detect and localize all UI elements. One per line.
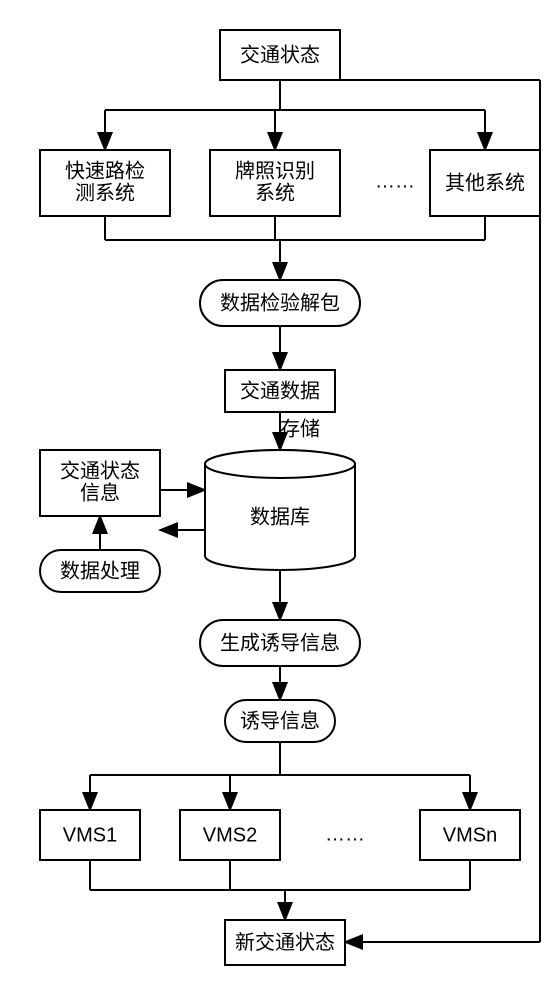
state_info: 交通状态信息: [40, 450, 160, 516]
svg-text:测系统: 测系统: [75, 181, 135, 204]
gen_guidance: 生成诱导信息: [200, 620, 360, 666]
sys_plate: 牌照识别系统: [210, 150, 340, 216]
sys_other: 其他系统: [430, 150, 540, 216]
svg-text:牌照识别: 牌照识别: [235, 159, 315, 182]
svg-text:生成诱导信息: 生成诱导信息: [220, 631, 340, 654]
sys_dots: ……: [375, 170, 415, 192]
flowchart: 交通状态快速路检测系统牌照识别系统……其他系统数据检验解包交通数据存储数据库交通…: [0, 0, 560, 1000]
svg-text:其他系统: 其他系统: [445, 171, 525, 194]
database: 数据库: [205, 450, 355, 570]
svg-text:诱导信息: 诱导信息: [240, 709, 320, 732]
traffic_state: 交通状态: [220, 30, 340, 80]
svg-text:交通数据: 交通数据: [240, 379, 320, 402]
svg-text:交通状态: 交通状态: [60, 459, 140, 482]
svg-text:VMS2: VMS2: [203, 824, 257, 846]
vmsn: VMSn: [420, 810, 520, 860]
vms_dots: ……: [325, 823, 365, 845]
vms2: VMS2: [180, 810, 280, 860]
data_proc: 数据处理: [40, 550, 160, 592]
svg-text:VMSn: VMSn: [443, 824, 497, 846]
svg-text:存储: 存储: [280, 417, 320, 440]
svg-text:新交通状态: 新交通状态: [235, 931, 335, 954]
vms1: VMS1: [40, 810, 140, 860]
svg-text:快速路检: 快速路检: [65, 159, 145, 182]
sys_highway: 快速路检测系统: [40, 150, 170, 216]
svg-text:VMS1: VMS1: [63, 824, 117, 846]
data_check: 数据检验解包: [200, 280, 360, 326]
store_label: 存储: [280, 417, 320, 440]
traffic_data: 交通数据: [225, 370, 335, 412]
svg-text:……: ……: [375, 170, 415, 192]
guidance_info: 诱导信息: [225, 700, 335, 742]
svg-text:数据检验解包: 数据检验解包: [220, 291, 340, 314]
new_state: 新交通状态: [225, 920, 345, 965]
svg-text:……: ……: [325, 823, 365, 845]
svg-text:信息: 信息: [80, 481, 120, 504]
svg-text:数据库: 数据库: [250, 505, 310, 528]
svg-text:系统: 系统: [255, 181, 295, 204]
svg-text:交通状态: 交通状态: [240, 43, 320, 66]
svg-text:数据处理: 数据处理: [60, 559, 140, 582]
